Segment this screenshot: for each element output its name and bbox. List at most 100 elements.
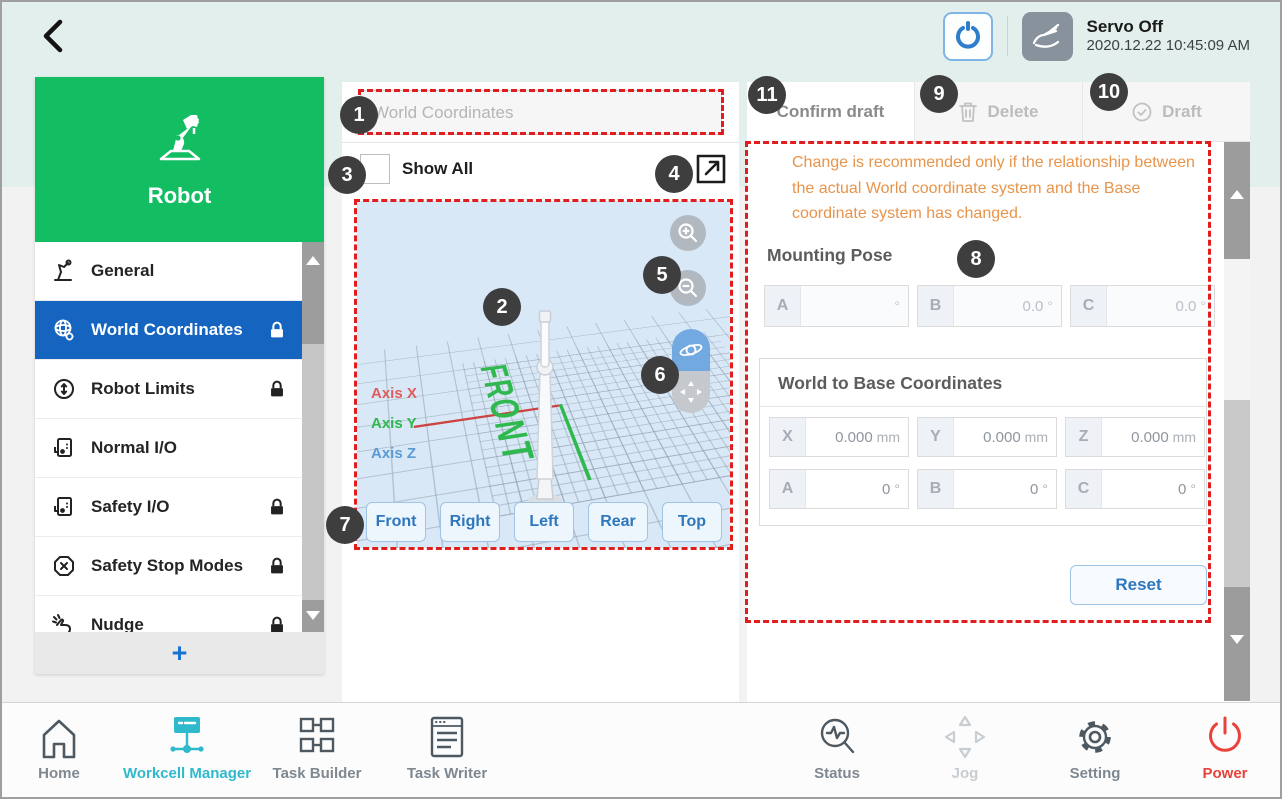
view-right-button[interactable]: Right — [440, 502, 500, 542]
tab-label: Confirm draft — [776, 102, 885, 121]
field-label: B — [918, 470, 954, 508]
nav-label: Jog — [951, 765, 979, 782]
scroll-down-button[interactable] — [302, 600, 324, 632]
rotate-view-button[interactable] — [672, 329, 710, 371]
nav-workcell-manager[interactable]: Workcell Manager — [117, 713, 257, 782]
manual-mode-indicator — [1021, 11, 1073, 61]
axis-y-label: Axis Y — [371, 415, 417, 432]
view-rear-button[interactable]: Rear — [588, 502, 648, 542]
task-writer-icon — [430, 716, 464, 758]
view-front-button[interactable]: Front — [366, 502, 426, 542]
lock-icon — [271, 498, 283, 515]
nav-task-builder[interactable]: Task Builder — [257, 713, 377, 782]
bottom-nav: Home Workcell Manager Task Builder Task … — [2, 702, 1280, 797]
zoom-in-button[interactable] — [670, 215, 706, 251]
nav-power[interactable]: Power — [1165, 713, 1280, 782]
field-unit: ° — [894, 298, 900, 314]
field-value: 0 — [882, 480, 891, 498]
nav-task-writer[interactable]: Task Writer — [387, 713, 507, 782]
annotation-badge-10: 10 — [1090, 73, 1128, 111]
y-field[interactable]: Y 0.000 mm — [917, 417, 1057, 457]
field-value: 0.000 — [835, 428, 873, 446]
view-top-button[interactable]: Top — [662, 502, 722, 542]
z-field[interactable]: Z 0.000 mm — [1065, 417, 1205, 457]
tab-label: Delete — [987, 101, 1039, 121]
view-buttons: Front Right Left Rear Top — [366, 502, 722, 542]
a-field[interactable]: A 0 ° — [769, 469, 909, 509]
sidebar-item-label: World Coordinates — [91, 320, 243, 339]
scrollbar-upper-thumb[interactable] — [1224, 142, 1250, 259]
back-button[interactable] — [32, 14, 76, 58]
field-label: A — [765, 286, 801, 326]
add-workcell-button[interactable]: + — [35, 632, 324, 674]
lock-icon — [271, 616, 283, 632]
cockpit-button[interactable] — [942, 11, 993, 61]
x-field[interactable]: X 0.000 mm — [769, 417, 909, 457]
nav-label: Power — [1202, 765, 1248, 782]
field-label: B — [918, 286, 954, 326]
divider — [1006, 16, 1008, 56]
up-arrow-icon — [1230, 190, 1244, 199]
sidebar-scrollbar[interactable] — [302, 242, 324, 632]
zoom-out-icon — [678, 278, 698, 298]
annotation-badge-4: 4 — [655, 155, 693, 193]
mounting-pose-fields: A ° B 0.0 ° C 0.0 ° — [764, 285, 1215, 327]
task-builder-icon — [299, 717, 335, 753]
sidebar-menu: General World Coordinates Robot Limits N… — [35, 242, 324, 632]
scroll-up-button[interactable] — [302, 242, 324, 344]
field-label: C — [1071, 286, 1107, 326]
gripper-icon — [955, 21, 980, 49]
sidebar: Robot General World Coordinates Robot Li… — [35, 77, 324, 674]
sidebar-item-normal-io[interactable]: Normal I/O — [35, 419, 302, 478]
nav-setting[interactable]: Setting — [1035, 713, 1155, 782]
status-cluster: Servo Off 2020.12.22 10:45:09 AM — [942, 8, 1250, 64]
nav-label: Task Builder — [272, 765, 362, 782]
world-to-base-section: World to Base Coordinates X 0.000 mm Y 0… — [759, 358, 1207, 526]
down-arrow-icon — [306, 611, 320, 620]
safety-stop-icon — [54, 556, 74, 576]
sidebar-item-robot-limits[interactable]: Robot Limits — [35, 360, 302, 419]
b-field[interactable]: B 0 ° — [917, 469, 1057, 509]
down-arrow-icon — [1230, 635, 1244, 644]
annotation-badge-8: 8 — [957, 240, 995, 278]
sidebar-item-label: Safety Stop Modes — [91, 556, 244, 575]
field-label: A — [770, 470, 806, 508]
reset-button[interactable]: Reset — [1070, 565, 1207, 605]
up-arrow-icon — [306, 256, 320, 265]
field-value: 0 — [1178, 480, 1187, 498]
annotation-badge-1: 1 — [340, 96, 378, 134]
scrollbar-track-segment — [1224, 400, 1250, 587]
trash-icon — [959, 102, 978, 122]
sidebar-item-label: General — [91, 261, 155, 280]
sidebar-item-safety-stop-modes[interactable]: Safety Stop Modes — [35, 537, 302, 596]
c-field[interactable]: C 0 ° — [1065, 469, 1205, 509]
robot-limits-icon — [54, 379, 74, 399]
view-left-button[interactable]: Left — [514, 502, 574, 542]
expand-viewer-button[interactable] — [694, 152, 728, 186]
timestamp: 2020.12.22 10:45:09 AM — [1086, 37, 1250, 55]
sidebar-item-nudge[interactable]: Nudge — [35, 596, 302, 632]
coordinate-name-input[interactable] — [360, 90, 722, 135]
field-unit: ° — [894, 481, 900, 497]
sidebar-item-world-coordinates[interactable]: World Coordinates — [35, 301, 302, 360]
warning-text: Change is recommended only if the relati… — [792, 154, 1195, 223]
nav-label: Setting — [1069, 765, 1121, 782]
sidebar-header-robot[interactable]: Robot — [35, 77, 324, 242]
sidebar-item-general[interactable]: General — [35, 242, 302, 301]
world-coordinates-icon — [54, 319, 74, 341]
nav-status[interactable]: Status — [777, 713, 897, 782]
nav-home[interactable]: Home — [9, 713, 109, 782]
mounting-pose-a-field: A ° — [764, 285, 909, 327]
scrollbar-lower-thumb[interactable] — [1224, 587, 1250, 701]
back-chevron-icon — [43, 19, 63, 53]
annotation-badge-2: 2 — [483, 288, 521, 326]
field-unit: ° — [1190, 481, 1196, 497]
detail-scrollbar[interactable] — [1224, 142, 1250, 701]
mounting-pose-c-field: C 0.0 ° — [1070, 285, 1215, 327]
field-value: 0.000 — [1131, 428, 1169, 446]
sidebar-item-safety-io[interactable]: Safety I/O — [35, 478, 302, 537]
zoom-in-icon — [678, 223, 698, 243]
nav-jog[interactable]: Jog — [905, 713, 1025, 782]
detail-tabs: Confirm draft Delete Draft — [747, 82, 1250, 142]
orbit-icon — [679, 343, 703, 357]
